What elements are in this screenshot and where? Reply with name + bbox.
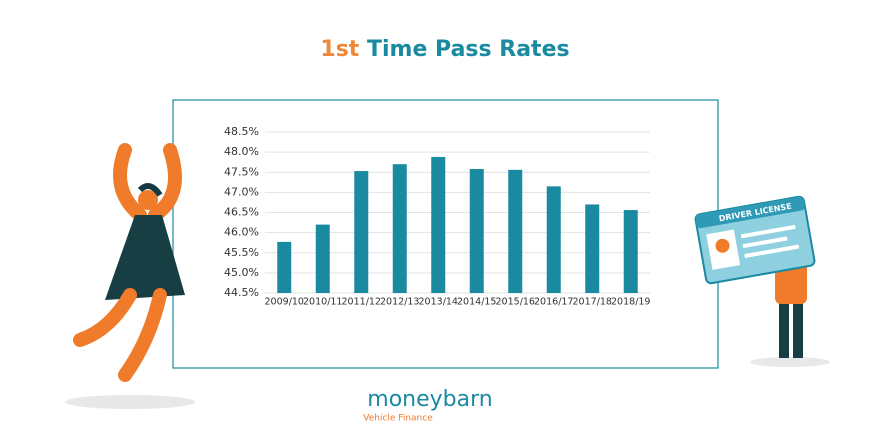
title-rest: Time Pass Rates (367, 37, 570, 62)
y-tick-label: 47.0% (224, 185, 259, 198)
man-illustration: DRIVER LICENSE (694, 195, 830, 367)
bar (354, 171, 369, 293)
x-tick-label: 2016/17 (534, 297, 573, 308)
y-tick-label: 45.5% (224, 246, 259, 259)
y-tick-label: 48.0% (224, 145, 259, 158)
title-highlight: 1st (320, 37, 359, 62)
y-tick-label: 45.0% (224, 266, 259, 279)
bar (277, 241, 292, 293)
chart-title: 1st Time Pass Rates (320, 37, 569, 62)
x-tick-label: 2015/16 (496, 297, 535, 308)
y-tick-label: 46.5% (224, 206, 259, 219)
x-tick-label: 2009/10 (265, 297, 304, 308)
y-tick-label: 48.5% (224, 125, 259, 138)
x-tick-label: 2010/11 (303, 297, 342, 308)
brand-name: moneybarn (367, 387, 492, 412)
bar (315, 224, 330, 293)
y-tick-label: 44.5% (224, 286, 259, 299)
x-tick-label: 2013/14 (419, 297, 458, 308)
bar (469, 169, 484, 293)
x-tick-label: 2011/12 (342, 297, 381, 308)
woman-illustration (65, 143, 195, 409)
x-tick-label: 2012/13 (380, 297, 419, 308)
x-tick-label: 2017/18 (573, 297, 612, 308)
bar (546, 186, 561, 293)
bar (431, 156, 446, 293)
bar (392, 164, 407, 293)
x-tick-label: 2014/15 (457, 297, 496, 308)
y-tick-label: 47.5% (224, 165, 259, 178)
x-tick-label: 2018/19 (611, 297, 650, 308)
y-tick-label: 46.0% (224, 226, 259, 239)
bar (585, 204, 600, 293)
bar (508, 169, 523, 293)
bar (623, 210, 638, 293)
brand-tagline: Vehicle Finance (363, 414, 433, 424)
